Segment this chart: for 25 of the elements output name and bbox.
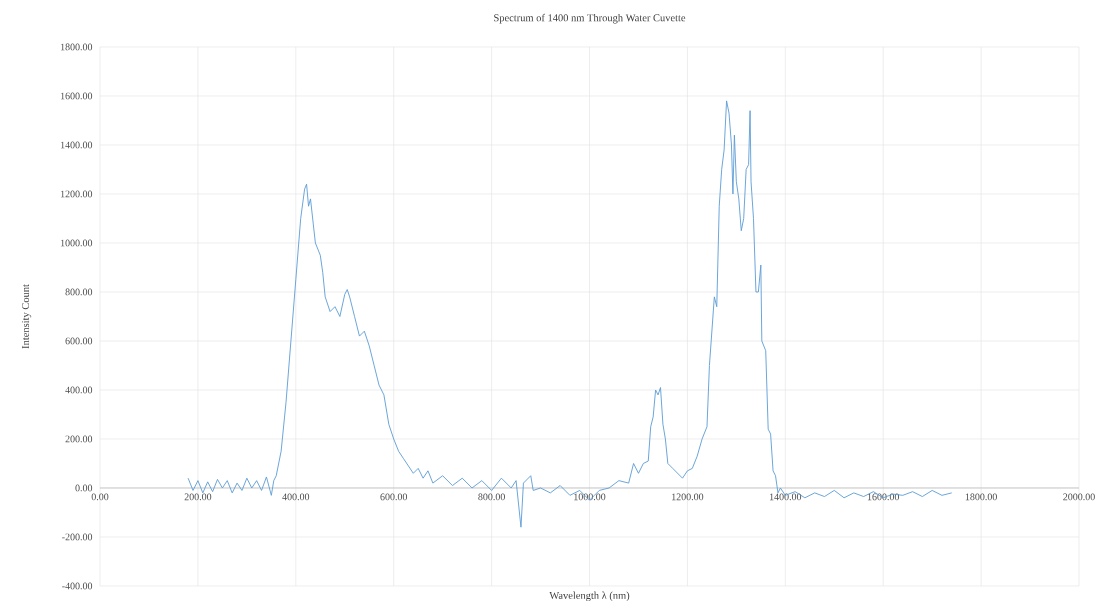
x-tick-label: 1400.00 xyxy=(770,493,802,501)
x-tick-label: 600.00 xyxy=(380,493,408,501)
y-tick-label: 400.00 xyxy=(65,386,93,394)
x-tick-label: 1800.00 xyxy=(965,493,997,501)
x-tick-label: 400.00 xyxy=(282,493,310,501)
x-tick-label: 800.00 xyxy=(478,493,505,501)
y-tick-label: 1600.00 xyxy=(60,92,93,100)
x-tick-label: 1600.00 xyxy=(867,493,900,501)
x-axis-title: Wavelength λ (nm) xyxy=(549,591,630,602)
y-tick-label: 0.00 xyxy=(75,484,93,492)
y-tick-label: 1800.00 xyxy=(60,43,93,51)
y-tick-label: 800.00 xyxy=(65,288,93,296)
x-tick-label: 1200.00 xyxy=(672,493,704,501)
y-tick-label: 200.00 xyxy=(65,435,93,443)
x-tick-label: 0.00 xyxy=(91,493,109,501)
y-tick-label: 1200.00 xyxy=(60,190,93,198)
y-tick-label: -200.00 xyxy=(62,533,93,541)
y-tick-label: -400.00 xyxy=(62,582,93,590)
y-axis-title: Intensity Count xyxy=(22,284,32,349)
y-tick-label: 1000.00 xyxy=(60,239,93,247)
y-tick-label: 600.00 xyxy=(65,337,93,345)
y-tick-label: 1400.00 xyxy=(60,141,93,149)
x-tick-label: 2000.00 xyxy=(1063,493,1095,501)
x-tick-label: 200.00 xyxy=(184,493,212,501)
chart-title: Spectrum of 1400 nm Through Water Cuvette xyxy=(494,13,686,24)
